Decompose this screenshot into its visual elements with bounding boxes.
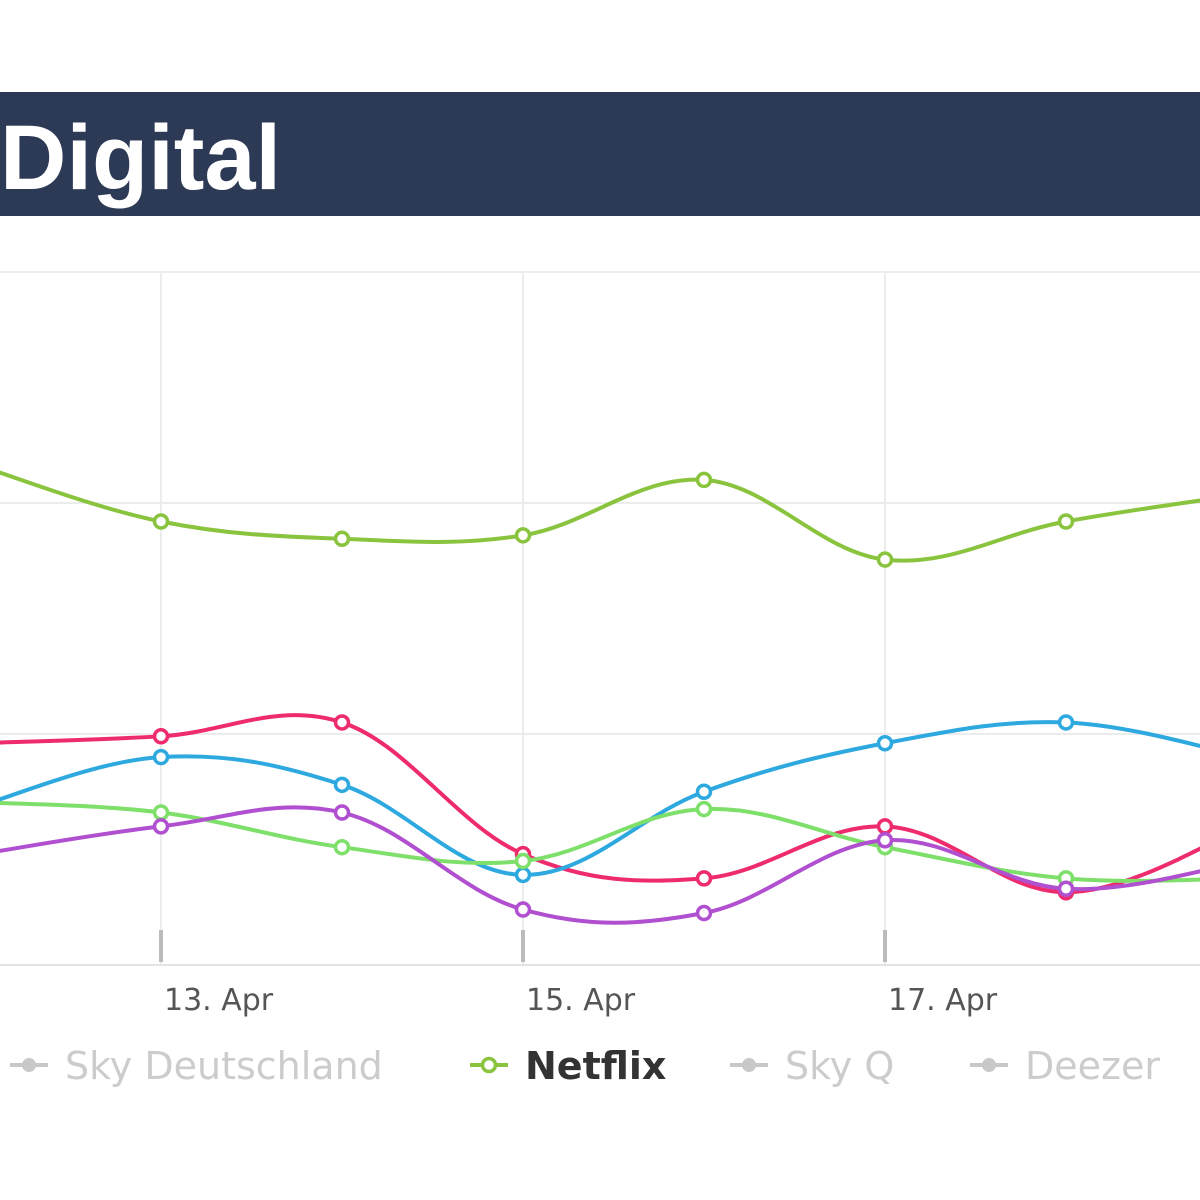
page-title: Digital	[0, 107, 282, 209]
data-point-pink	[695, 870, 713, 887]
legend-label: Sky Q	[785, 1044, 894, 1088]
data-point-purple	[876, 832, 894, 849]
data-point-purple	[1057, 880, 1075, 898]
data-point-purple	[514, 901, 532, 918]
legend-item-sky-deutschland[interactable]: Sky Deutschland	[10, 1044, 383, 1088]
data-point-purple	[333, 804, 351, 821]
data-point-lightgreen	[152, 804, 170, 821]
x-tick-label: 15. Apr	[526, 983, 636, 1018]
data-point-netflix	[876, 551, 894, 568]
legend-label: Deezer	[1025, 1044, 1160, 1088]
data-point-lightgreen	[514, 852, 532, 870]
data-point-blue	[1057, 714, 1075, 731]
series-line-purple	[0, 805, 1200, 925]
data-point-netflix	[1057, 513, 1075, 530]
data-point-blue	[514, 866, 532, 884]
legend-symbol-marker	[22, 1058, 36, 1072]
legend-label: Sky Deutschland	[65, 1044, 383, 1088]
x-tick-label: 13. Apr	[164, 983, 274, 1018]
data-point-purple	[152, 818, 170, 835]
legend-symbol-marker	[480, 1056, 498, 1074]
legend-item-netflix[interactable]: Netflix	[470, 1044, 666, 1088]
legend-label: Netflix	[525, 1044, 666, 1088]
data-point-blue	[876, 734, 894, 752]
data-point-pink	[152, 728, 170, 745]
legend-item-sky-q[interactable]: Sky Q	[730, 1044, 894, 1088]
data-point-blue	[333, 776, 351, 794]
data-point-pink	[333, 714, 351, 731]
legend-symbol-marker	[982, 1058, 996, 1072]
data-point-purple	[695, 904, 713, 922]
data-point-blue	[695, 783, 713, 800]
data-point-netflix	[695, 471, 713, 489]
x-tick-label: 17. Apr	[888, 983, 998, 1018]
data-point-pink	[876, 818, 894, 835]
data-point-netflix	[152, 513, 170, 530]
data-point-netflix	[514, 527, 532, 544]
data-point-lightgreen	[695, 800, 713, 818]
series-line-pink	[0, 713, 1200, 895]
title-bar	[0, 92, 1200, 216]
data-point-lightgreen	[333, 838, 351, 856]
data-point-netflix	[333, 530, 351, 548]
data-point-blue	[152, 748, 170, 766]
series-line-netflix	[0, 470, 1200, 563]
series-line-blue	[0, 720, 1200, 877]
legend-symbol-marker	[742, 1058, 756, 1072]
legend-item-deezer[interactable]: Deezer	[970, 1044, 1160, 1088]
series-line-lightgreen	[0, 800, 1200, 883]
